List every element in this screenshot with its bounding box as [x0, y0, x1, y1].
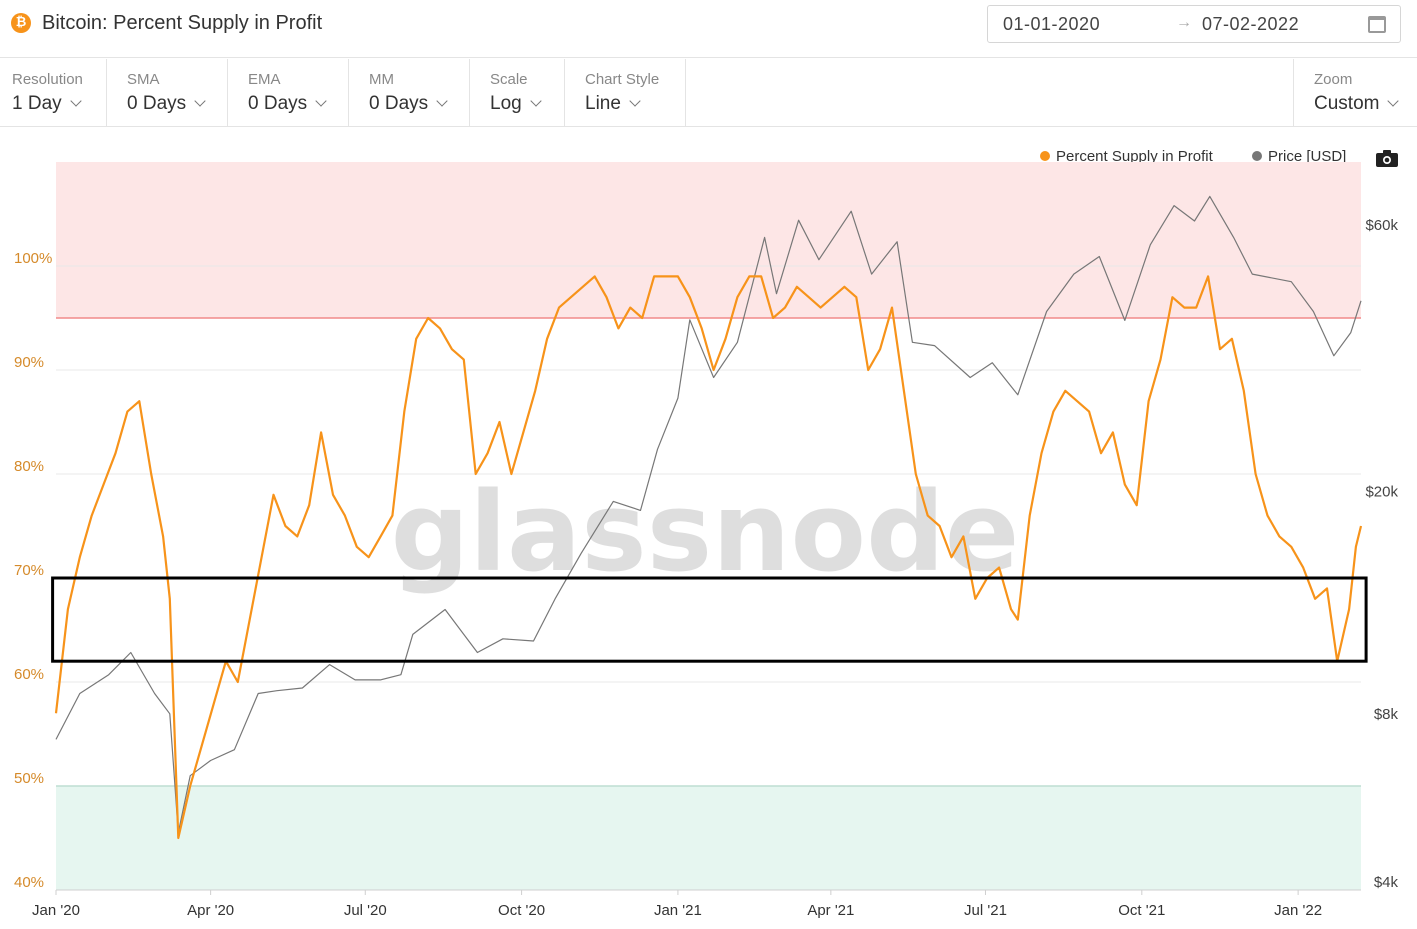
date-end-input[interactable]: 07-02-2022: [1202, 14, 1300, 34]
page-title: Bitcoin: Percent Supply in Profit: [42, 12, 323, 34]
scale-dropdown[interactable]: Scale Log: [470, 59, 565, 126]
control-value: Custom: [1314, 93, 1400, 115]
control-label: Zoom: [1314, 71, 1353, 88]
gray-dot-icon: [1252, 151, 1262, 161]
control-label: Scale: [490, 71, 528, 88]
y-right-tick-label: $20k: [1365, 484, 1398, 501]
date-start-input[interactable]: 01-01-2020: [1003, 14, 1101, 34]
legend-label: Percent Supply in Profit: [1056, 148, 1213, 165]
control-value: 0 Days: [127, 93, 206, 115]
sma-dropdown[interactable]: SMA 0 Days: [107, 59, 228, 126]
chart-axes: 40% 50% 60% 70% 80% 90% 100% $4k $8k $20k $60k Jan …: [14, 217, 1398, 919]
legend-item-supply[interactable]: Percent Supply in Profit: [1040, 148, 1213, 168]
chevron-down-icon: [315, 95, 327, 107]
control-value: 1 Day: [12, 93, 82, 115]
control-value: Line: [585, 93, 641, 115]
band-1: [56, 786, 1361, 890]
chart-bands: [56, 162, 1361, 890]
y-left-tick-label: 60%: [14, 666, 44, 683]
mm-dropdown[interactable]: MM 0 Days: [349, 59, 470, 126]
resolution-dropdown[interactable]: Resolution 1 Day: [0, 59, 107, 126]
header-bar: ₿ Bitcoin: Percent Supply in Profit 01-0…: [0, 0, 1417, 58]
calendar-icon[interactable]: [1368, 16, 1386, 33]
x-tick-label: Oct '21: [1118, 902, 1165, 919]
y-left-tick-label: 40%: [14, 874, 44, 891]
orange-dot-icon: [1040, 151, 1050, 161]
control-label: MM: [369, 71, 394, 88]
date-range-picker[interactable]: 01-01-2020 → 07-02-2022: [987, 5, 1401, 43]
y-right-tick-label: $4k: [1374, 874, 1399, 891]
bitcoin-icon: ₿: [11, 13, 31, 33]
legend-label: Price [USD]: [1268, 148, 1347, 165]
camera-icon[interactable]: [1376, 150, 1398, 167]
series-line-price: [55, 195, 1362, 834]
arrow-right-icon: →: [1176, 14, 1192, 31]
chevron-down-icon: [629, 95, 641, 107]
chart-style-dropdown[interactable]: Chart Style Line: [565, 59, 686, 126]
y-left-tick-label: 90%: [14, 354, 44, 371]
y-left-tick-label: 50%: [14, 770, 44, 787]
y-right-tick-label: $8k: [1374, 706, 1399, 723]
x-tick-label: Apr '21: [807, 902, 854, 919]
chart-series: [54, 195, 1363, 840]
y-left-tick-label: 70%: [14, 562, 44, 579]
watermark-text: glassnode: [391, 468, 1020, 596]
control-label: SMA: [127, 71, 160, 88]
control-label: EMA: [248, 71, 281, 88]
y-right-tick-label: $60k: [1365, 217, 1398, 234]
chevron-down-icon: [530, 95, 542, 107]
chevron-down-icon: [1387, 95, 1400, 107]
chevron-down-icon: [436, 95, 448, 107]
band-0: [56, 162, 1361, 318]
highlight-box-layer: [51, 576, 1368, 663]
x-tick-label: Oct '20: [498, 902, 545, 919]
y-left-tick-label: 80%: [14, 458, 44, 475]
x-tick-label: Apr '20: [187, 902, 234, 919]
x-tick-label: Jul '21: [964, 902, 1007, 919]
x-tick-label: Jan '20: [32, 902, 80, 919]
control-label: Resolution: [12, 71, 83, 88]
supply-in-profit-chart: glassnode 40% 50% 60% 70% 80% 90% 100% $4k $8k $2…: [14, 162, 1398, 919]
legend-item-price[interactable]: Price [USD]: [1252, 148, 1346, 168]
x-tick-label: Jul '20: [344, 902, 387, 919]
ema-dropdown[interactable]: EMA 0 Days: [228, 59, 349, 126]
chevron-down-icon: [194, 95, 206, 107]
series-line-supply-in-profit: [54, 275, 1363, 840]
control-value: Log: [490, 93, 542, 115]
highlight-box: [51, 576, 1368, 663]
chart-controls: Resolution 1 Day SMA 0 Days EMA 0 Days M…: [0, 59, 1417, 127]
x-tick-label: Jan '21: [654, 902, 702, 919]
x-tick-label: Jan '22: [1274, 902, 1322, 919]
y-left-tick-label: 100%: [14, 250, 52, 267]
chevron-down-icon: [69, 95, 82, 107]
control-value: 0 Days: [248, 93, 327, 115]
control-value: 0 Days: [369, 93, 448, 115]
control-label: Chart Style: [585, 71, 660, 88]
zoom-dropdown[interactable]: Zoom Custom: [1293, 59, 1417, 126]
